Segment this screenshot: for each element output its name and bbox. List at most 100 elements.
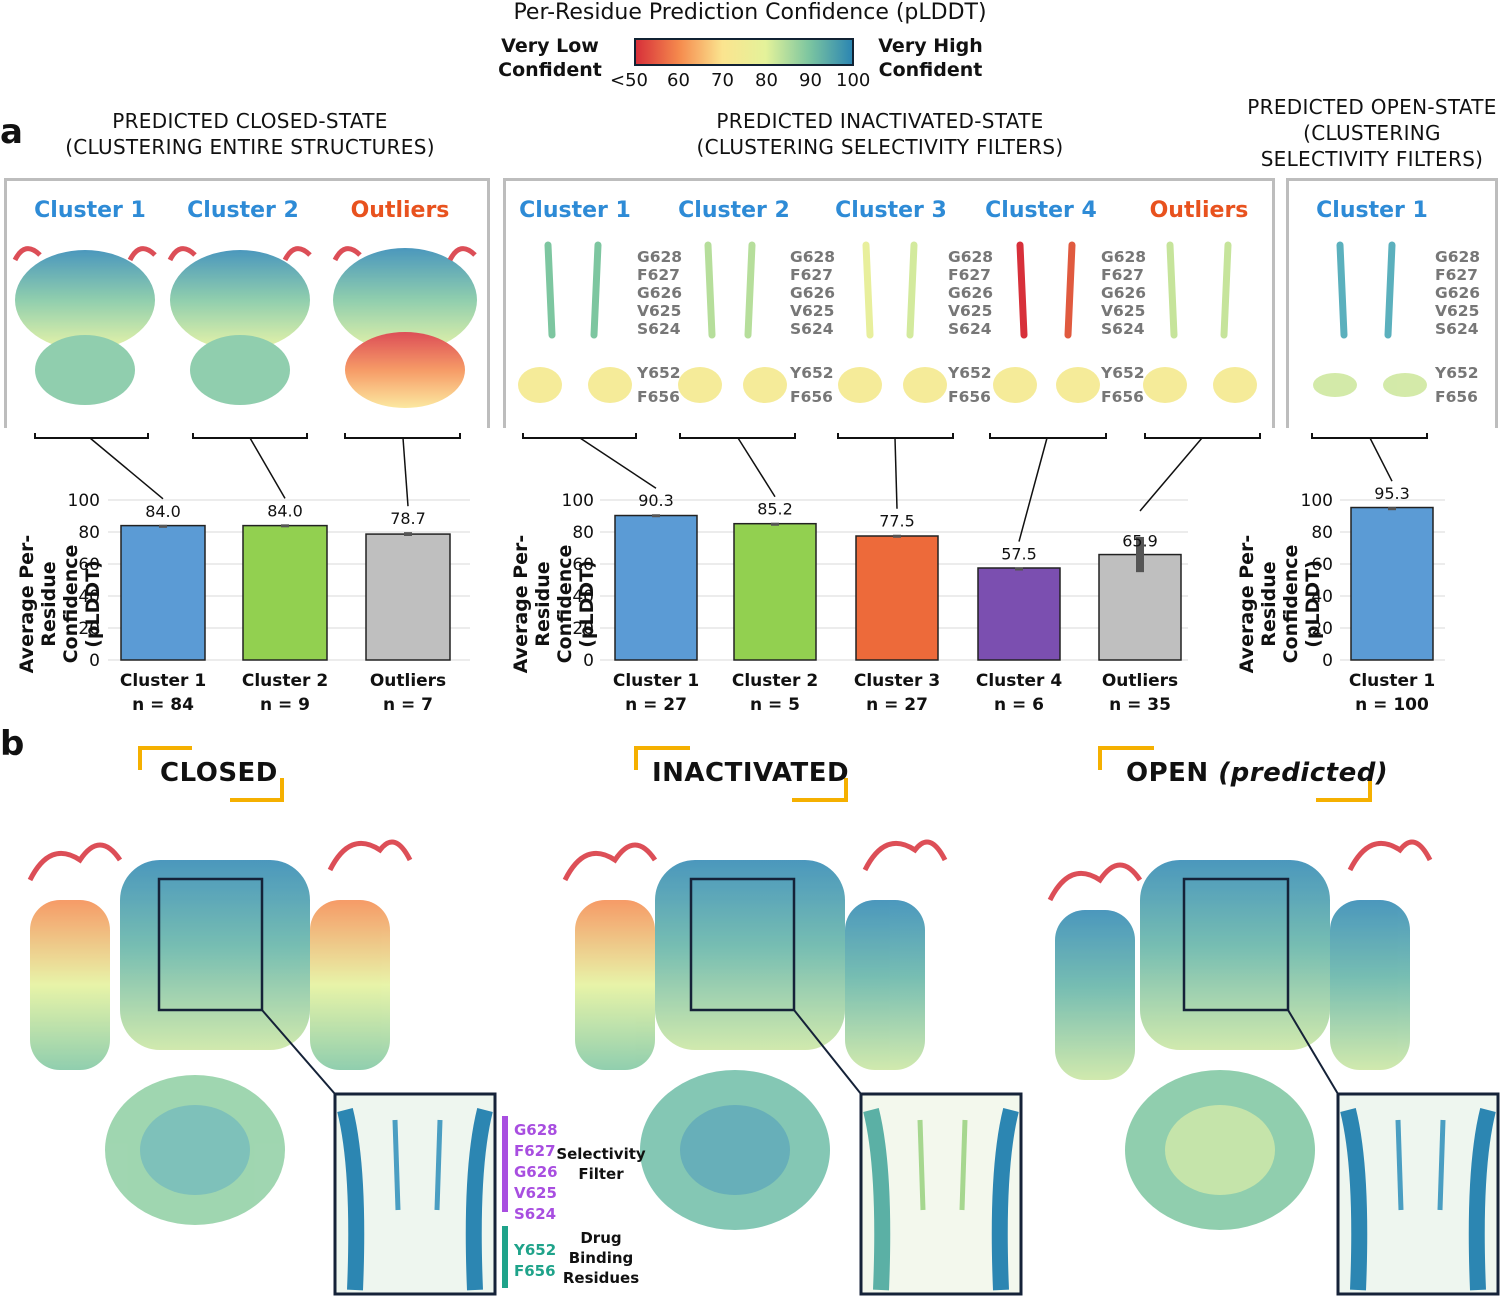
n-label: n = 27 <box>625 695 687 715</box>
drug-residue-labels: Y652 F656 <box>790 364 834 406</box>
n-label: n = 35 <box>1109 695 1171 715</box>
error-bar <box>404 532 412 536</box>
sf-annotation: Selectivity Filter <box>556 1145 646 1183</box>
cluster-connector <box>737 437 776 498</box>
closed-header-line1: PREDICTED CLOSED-STATE <box>112 109 388 133</box>
drug-residue-list: Y652 F656 <box>514 1241 557 1280</box>
sf-residue-labels: G628 F627 G626 V625 S624 <box>948 248 994 338</box>
y-tick-label: 100 <box>1301 491 1333 511</box>
category-label: Cluster 1 <box>1349 671 1435 691</box>
drug-residue-labels: Y652 F656 <box>1435 364 1479 406</box>
sf-residue-labels: G628 F627 G626 V625 S624 <box>790 248 836 338</box>
y-tick-label: 40 <box>572 587 594 607</box>
cluster-connector <box>1139 437 1203 512</box>
bar <box>977 567 1061 661</box>
legend-tick: 70 <box>711 70 734 91</box>
error-bar <box>1388 507 1396 511</box>
error-bar <box>652 514 660 518</box>
cluster-connector <box>402 437 409 507</box>
inact-cluster-label: Cluster 3 <box>835 198 947 223</box>
category-label: Cluster 3 <box>854 671 940 691</box>
category-label: Cluster 1 <box>613 671 699 691</box>
drug-residue-labels: Y652 F656 <box>637 364 681 406</box>
y-tick-label: 20 <box>572 619 594 639</box>
y-tick-label: 40 <box>1311 587 1333 607</box>
error-bar <box>281 524 289 528</box>
sf-color-bar <box>502 1116 508 1212</box>
legend-tick: 90 <box>799 70 822 91</box>
inact-header: PREDICTED INACTIVATED-STATE (CLUSTERING … <box>660 108 1100 160</box>
filter-thumbs <box>544 241 1396 339</box>
cluster-bracket <box>344 433 461 439</box>
cluster-bracket <box>34 433 149 439</box>
closed-cluster-label: Cluster 1 <box>34 198 146 223</box>
bar-value-label: 84.0 <box>267 501 303 520</box>
legend-low-line2: Confident <box>498 59 602 81</box>
legend-tick: 100 <box>836 70 871 91</box>
panel-a-letter: a <box>0 112 23 152</box>
bar-value-label: 78.7 <box>390 509 426 528</box>
open-header-line3: SELECTIVITY FILTERS) <box>1260 147 1484 171</box>
inactivated-state-title: INACTIVATED <box>652 758 850 788</box>
inact-header-line1: PREDICTED INACTIVATED-STATE <box>716 109 1044 133</box>
open-state-italic: (predicted) <box>1218 758 1389 788</box>
y-tick-label: 0 <box>1322 651 1333 671</box>
n-label: n = 84 <box>132 695 194 715</box>
category-label: Cluster 2 <box>242 671 328 691</box>
y-tick-label: 100 <box>562 491 594 511</box>
error-bar <box>771 522 779 526</box>
closed-cluster-label: Outliers <box>350 198 450 223</box>
y-tick-label: 100 <box>68 491 100 511</box>
panel-b-letter: b <box>0 724 25 764</box>
cluster-connector <box>1018 437 1048 542</box>
y-tick-label: 0 <box>89 651 100 671</box>
category-label: Outliers <box>370 671 446 691</box>
open-panel-box <box>1286 178 1498 428</box>
cluster-bracket <box>1144 433 1261 439</box>
drug-residue-labels: Y652 F656 <box>1101 364 1145 406</box>
inset-closed <box>333 1092 497 1296</box>
inact-cluster-label: Cluster 2 <box>678 198 790 223</box>
sf-residue-labels: G628 F627 G626 V625 S624 <box>1435 248 1481 338</box>
bar-value-label: 95.3 <box>1374 484 1410 503</box>
cluster-bracket <box>679 433 796 439</box>
closed-panel-box <box>4 178 490 428</box>
bar-value-label: 84.0 <box>145 502 181 521</box>
bar-value-label: 57.5 <box>1001 545 1037 564</box>
closed-structure-thumb <box>167 246 312 405</box>
y-tick-label: 0 <box>583 651 594 671</box>
cluster-connector <box>1369 437 1393 482</box>
y-tick-label: 80 <box>1311 523 1333 543</box>
bar-value-label: 90.3 <box>638 491 674 510</box>
inact-cluster-label: Outliers <box>1149 198 1249 223</box>
n-label: n = 27 <box>866 695 928 715</box>
bar <box>733 522 817 661</box>
n-label: n = 9 <box>260 695 310 715</box>
n-label: n = 5 <box>750 695 800 715</box>
open-state-title: OPEN (predicted) <box>1126 758 1388 788</box>
cluster-connector <box>894 437 898 509</box>
bar-value-label: 65.9 <box>1122 532 1158 551</box>
legend-low-label: Very Low Confident <box>495 34 605 82</box>
bar <box>614 514 698 661</box>
drug-annotation: Drug Binding Residues <box>562 1229 640 1287</box>
category-label: Outliers <box>1102 671 1178 691</box>
y-tick-label: 20 <box>78 619 100 639</box>
cluster-bracket <box>1311 433 1428 439</box>
closed-header-line2: (CLUSTERING ENTIRE STRUCTURES) <box>65 135 435 159</box>
sf-residue-labels: G628 F627 G626 V625 S624 <box>637 248 683 338</box>
inactivated-full-structure <box>562 839 948 1230</box>
error-bar <box>1015 567 1023 571</box>
bar-value-label: 77.5 <box>879 512 915 531</box>
bar <box>242 524 328 661</box>
legend-colorbar <box>634 38 854 66</box>
error-bar <box>893 534 901 538</box>
drug-color-bar <box>502 1226 508 1288</box>
cluster-connector <box>579 437 657 489</box>
sf-residue-list: G628 F627 G626 V625 S624 <box>514 1121 558 1223</box>
state-brackets <box>138 746 1372 802</box>
structure-thumbnails <box>12 241 1427 408</box>
inset-inactivated <box>859 1092 1023 1296</box>
y-tick-label: 60 <box>78 555 100 575</box>
